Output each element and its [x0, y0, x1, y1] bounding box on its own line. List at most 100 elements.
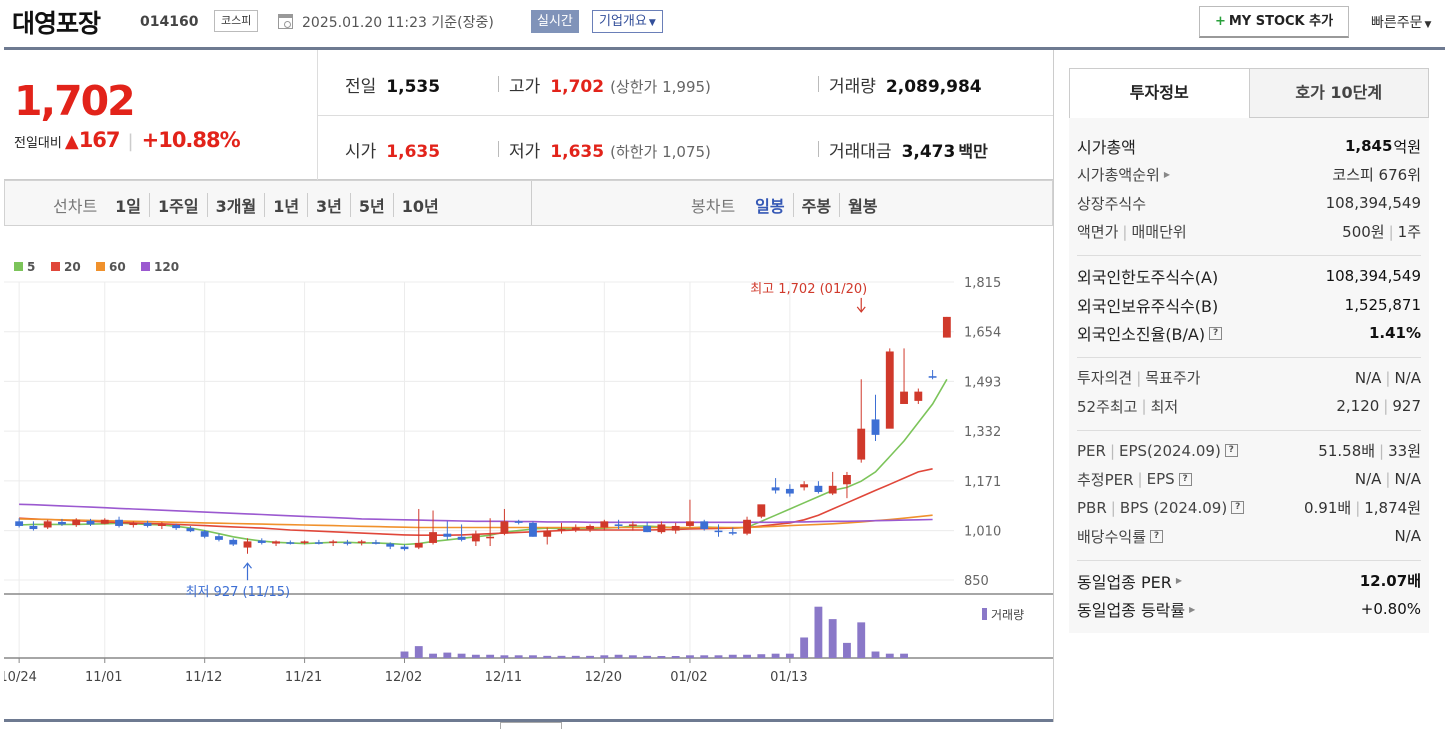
change-rate: +10.88% — [141, 128, 241, 152]
candle-chart-periods: 봉차트 일봉 주봉 월봉 — [691, 193, 886, 217]
opinion-row: 투자의견 | 목표주가 N/A | N/A — [1077, 368, 1421, 388]
y-tick-label: 1,654 — [964, 326, 1001, 341]
tab-invest-info[interactable]: 투자정보 — [1069, 68, 1250, 118]
quick-order-dropdown[interactable]: 빠른주문 ▼ — [1371, 12, 1431, 32]
low-value: 1,635 — [550, 142, 605, 162]
low-label: 저가 — [509, 142, 541, 162]
candle-body — [885, 351, 894, 429]
realtime-button[interactable]: 실시간 — [531, 10, 579, 33]
add-my-stock-button[interactable]: + MY STOCK 추가 — [1199, 6, 1349, 38]
chevron-right-icon: ▶ — [1189, 604, 1196, 614]
tab-order-book[interactable]: 호가 10단계 — [1249, 68, 1429, 118]
candle-body — [257, 540, 266, 543]
range-1d[interactable]: 1일 — [115, 197, 142, 216]
volume-bar — [871, 651, 880, 658]
volume-bar — [757, 654, 766, 658]
help-icon[interactable]: ? — [1178, 472, 1192, 486]
market-cap-rank-label: 시가총액순위 — [1077, 166, 1160, 185]
legend-label-20: 20 — [64, 260, 81, 274]
sector-rate-row[interactable]: 동일업종 등락률 ▶ +0.80% — [1077, 595, 1421, 624]
company-overview-dropdown[interactable]: 기업개요 ▼ — [592, 10, 663, 33]
sector-per-value: 12.07 — [1359, 571, 1408, 590]
market-cap-rank-row[interactable]: 시가총액순위 ▶ 코스피 676위 — [1077, 161, 1421, 190]
x-tick-label: 11/12 — [185, 670, 222, 685]
volume-value: 2,089,984 — [885, 77, 982, 97]
range-5y[interactable]: 5년 — [349, 193, 393, 217]
est-eps-value: N/A — [1394, 470, 1421, 489]
y-tick-label: 1,010 — [964, 525, 1001, 540]
range-1w[interactable]: 1주일 — [149, 193, 207, 217]
chart-scroll-handle[interactable] — [500, 722, 562, 729]
volume-bar — [586, 655, 594, 658]
help-icon[interactable]: ? — [1150, 529, 1164, 543]
price-chart[interactable]: 5 20 60 120 1,815 1,654 1,493 1,332 1,171 1,010 8… — [4, 226, 1053, 719]
prev-close-label: 전일 — [345, 77, 377, 97]
candle-body — [728, 532, 737, 534]
help-icon[interactable]: ? — [1231, 501, 1245, 515]
candle-monthly[interactable]: 월봉 — [839, 193, 885, 217]
legend-swatch-120 — [141, 262, 150, 271]
candle-body — [443, 533, 452, 537]
separator — [498, 141, 499, 157]
target-value: N/A — [1394, 368, 1421, 387]
range-3y[interactable]: 3년 — [307, 193, 350, 217]
ma-line-120 — [19, 503, 933, 524]
divider — [1053, 50, 1054, 722]
candle-body — [329, 541, 338, 543]
candle-weekly[interactable]: 주봉 — [792, 193, 839, 217]
help-icon[interactable]: ? — [1209, 326, 1223, 340]
range-10y[interactable]: 10년 — [392, 193, 447, 217]
chart-grid — [4, 281, 1053, 659]
candle-body — [200, 531, 209, 537]
candle-body — [186, 528, 195, 532]
sector-per-unit: 배 — [1407, 572, 1421, 591]
range-3m[interactable]: 3개월 — [206, 193, 265, 217]
x-tick-label: 11/21 — [285, 670, 322, 685]
bps-value: 1,874원 — [1364, 499, 1421, 518]
candle-body — [714, 530, 723, 533]
stock-code: 014160 — [140, 14, 199, 30]
candle-body — [785, 488, 794, 494]
header-divider — [4, 47, 1445, 50]
range-1y[interactable]: 1년 — [264, 193, 307, 217]
candle-body — [172, 525, 181, 529]
candle-body — [215, 536, 223, 540]
volume-bar — [728, 654, 737, 658]
sector-rate-value: +0.80% — [1360, 600, 1421, 619]
lower-limit: (하한가 1,075) — [610, 143, 711, 161]
candle-body — [414, 542, 423, 548]
face-value-row: 액면가 | 매매단위 500원 | 1주 — [1077, 222, 1421, 242]
volume-bar — [743, 654, 751, 658]
company-overview-label: 기업개요 — [599, 14, 647, 29]
volume-bar — [628, 655, 637, 658]
candle-body — [942, 316, 951, 338]
help-icon[interactable]: ? — [1224, 444, 1238, 458]
volume-bar — [571, 655, 580, 658]
face-value-label: 액면가 — [1077, 223, 1119, 242]
candle-body — [429, 532, 437, 543]
candle-body — [514, 521, 523, 523]
shares-label: 상장주식수 — [1077, 194, 1147, 213]
sector-per-row[interactable]: 동일업종 PER ▶ 12.07 배 — [1077, 567, 1421, 596]
stock-header: 대영포장 014160 코스피 2025.01.20 11:23 기준(장중) … — [0, 0, 1451, 44]
chart-toolbar: 선차트 1일 1주일 3개월 1년 3년 5년 10년 봉차트 일봉 주봉 월봉 — [4, 180, 1053, 226]
quick-order-label: 빠른주문 — [1371, 15, 1423, 31]
x-tick-label: 01/02 — [670, 670, 707, 685]
shares-value: 108,394,549 — [1325, 194, 1421, 213]
candle-daily[interactable]: 일봉 — [755, 197, 785, 216]
prev-close-value: 1,535 — [386, 77, 441, 97]
low-arrow-head — [243, 562, 252, 569]
low52-label: 최저 — [1150, 397, 1179, 416]
per-value: 51.58배 — [1318, 442, 1376, 461]
candle-chart-label: 봉차트 — [691, 197, 736, 216]
high-annotation: 최고 1,702 (01/20) — [750, 282, 867, 297]
candle-body — [29, 525, 38, 530]
candle-body — [357, 541, 366, 543]
candle-body — [529, 522, 537, 537]
volume-bar — [457, 653, 466, 658]
chart-annotations: 최고 1,702 (01/20) 최저 927 (11/15) — [186, 282, 868, 600]
candle-body — [814, 485, 823, 492]
calendar-icon — [278, 14, 293, 29]
market-cap-label: 시가총액 — [1077, 138, 1136, 158]
candle-body — [914, 391, 923, 401]
